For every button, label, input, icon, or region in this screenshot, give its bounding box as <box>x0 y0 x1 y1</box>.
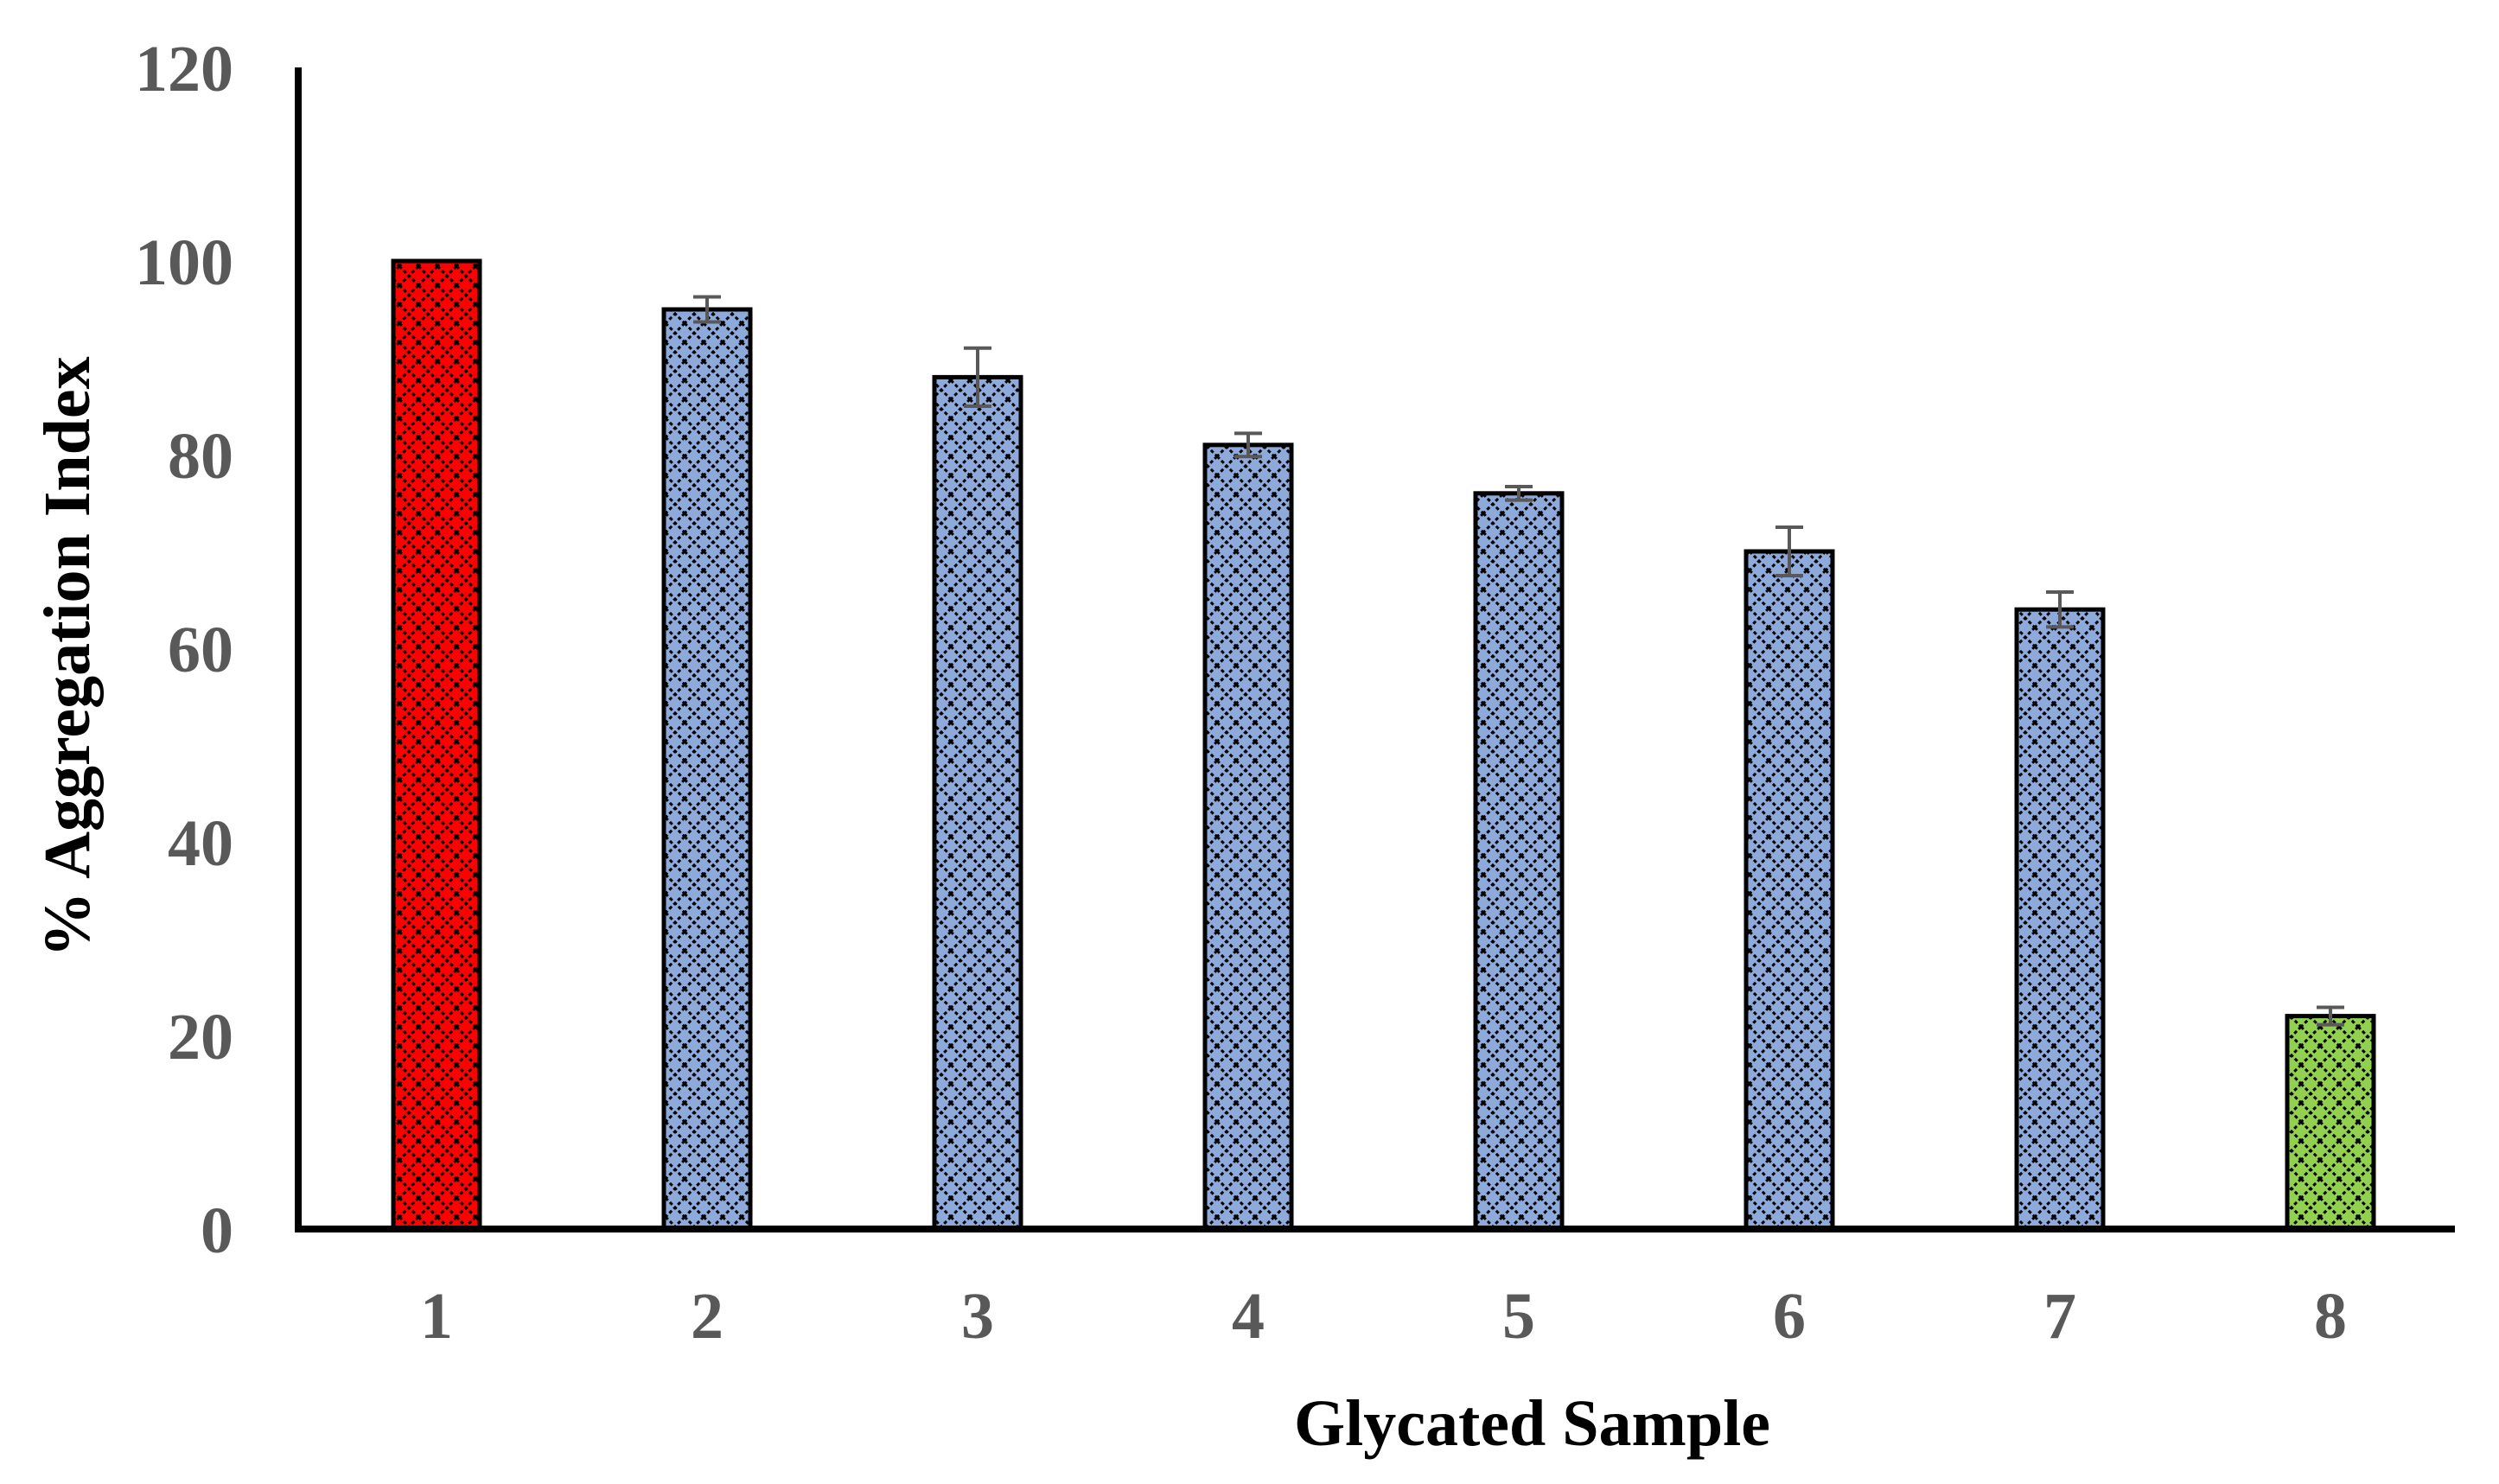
error-bar-5 <box>1505 484 1533 502</box>
bar-outline <box>391 258 482 1232</box>
x-tick-label: 2 <box>691 1280 724 1353</box>
error-bar-6 <box>1775 525 1803 577</box>
bar-1 <box>391 258 482 1232</box>
y-tick-labels: 0 20 40 60 80 100 120 <box>135 33 233 1267</box>
x-tick-label: 4 <box>1232 1280 1265 1353</box>
bar-4 <box>1202 443 1294 1232</box>
error-bar-7 <box>2046 590 2074 629</box>
bars-layer <box>391 258 2376 1232</box>
axes-layer <box>295 67 2455 1232</box>
bar-outline <box>1202 443 1294 1232</box>
y-tick-label: 20 <box>168 1001 233 1073</box>
bar-outline <box>2014 607 2106 1232</box>
error-bars-layer <box>693 295 2344 1027</box>
bar-outline <box>932 374 1023 1232</box>
y-tick-label: 0 <box>201 1194 233 1267</box>
error-bar-8 <box>2317 1005 2344 1027</box>
x-axis-title: Glycated Sample <box>1294 1387 1770 1460</box>
bar-6 <box>1744 549 1835 1232</box>
bar-7 <box>2014 607 2106 1232</box>
bar-3 <box>932 374 1023 1232</box>
x-tick-labels: 1 2 3 4 5 6 7 8 <box>420 1280 2347 1353</box>
y-tick-label: 100 <box>135 226 233 299</box>
x-tick-label: 1 <box>420 1280 453 1353</box>
error-bar-4 <box>1234 431 1262 459</box>
y-tick-label: 40 <box>168 807 233 880</box>
bar-outline <box>1473 491 1565 1232</box>
x-tick-label: 6 <box>1773 1280 1806 1353</box>
bar-8 <box>2285 1014 2376 1232</box>
error-bar-3 <box>964 346 991 408</box>
y-tick-label: 80 <box>168 420 233 493</box>
x-tick-label: 5 <box>1502 1280 1535 1353</box>
bar-outline <box>1744 549 1835 1232</box>
y-tick-label: 120 <box>135 33 233 105</box>
bar-5 <box>1473 491 1565 1232</box>
y-axis-title: % Aggregation Index <box>31 356 104 957</box>
bar-outline <box>2285 1014 2376 1232</box>
x-tick-label: 7 <box>2043 1280 2076 1353</box>
x-tick-label: 3 <box>961 1280 994 1353</box>
y-tick-label: 60 <box>168 614 233 686</box>
bar-outline <box>661 307 753 1232</box>
x-tick-label: 8 <box>2314 1280 2347 1353</box>
bar-2 <box>661 307 753 1232</box>
error-bar-2 <box>693 295 721 324</box>
